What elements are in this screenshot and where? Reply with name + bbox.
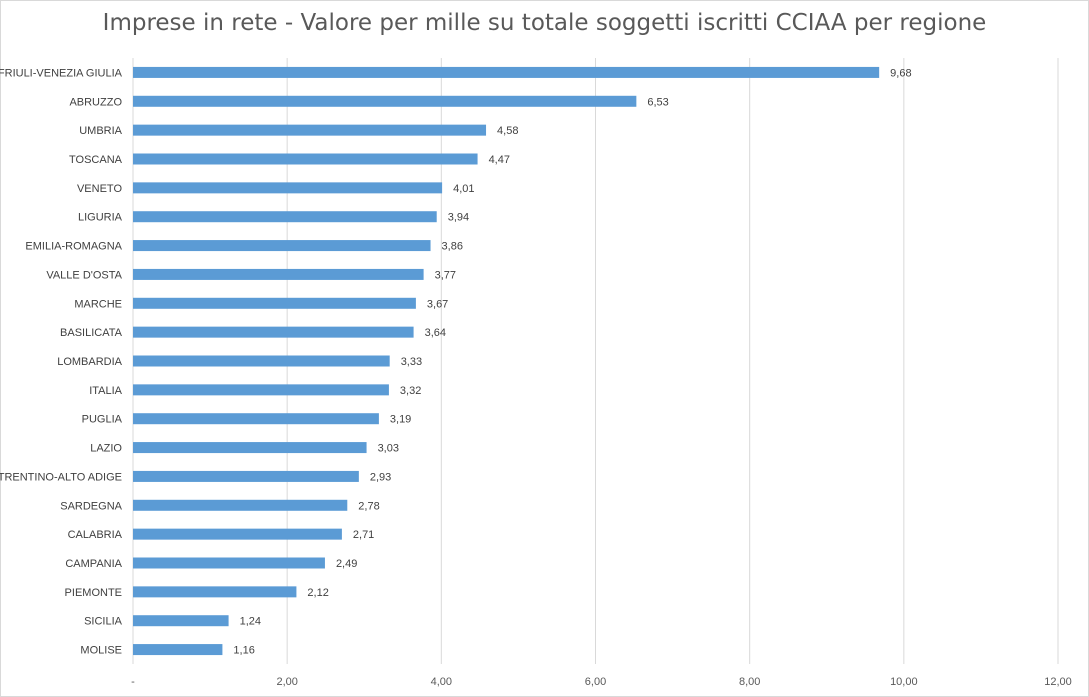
bar <box>133 268 424 280</box>
bar <box>133 95 637 107</box>
x-tick-label: 12,00 <box>1044 676 1072 688</box>
bar <box>133 297 416 309</box>
bar <box>133 182 443 194</box>
data-label: 2,93 <box>370 471 391 483</box>
x-tick-label: 6,00 <box>585 676 606 688</box>
category-label: TOSCANA <box>69 154 123 166</box>
category-label: SICILIA <box>84 616 123 628</box>
bar <box>133 153 478 165</box>
data-label: 3,94 <box>448 212 469 224</box>
data-label: 4,58 <box>497 125 518 137</box>
category-label: LIGURIA <box>78 212 123 224</box>
category-label: EMILIA-ROMAGNA <box>25 241 122 253</box>
data-label: 1,16 <box>233 645 254 657</box>
category-label: FRIULI-VENEZIA GIULIA <box>0 67 123 79</box>
x-tick-label: 8,00 <box>739 676 760 688</box>
bar <box>133 470 359 482</box>
bar <box>133 384 389 396</box>
data-label: 3,67 <box>427 298 448 310</box>
category-label: VALLE D'OSTA <box>46 269 122 281</box>
x-tick-label: 2,00 <box>276 676 297 688</box>
data-label: 4,01 <box>453 183 474 195</box>
data-label: 2,12 <box>307 587 328 599</box>
category-label: VENETO <box>77 183 122 195</box>
category-label: PIEMONTE <box>65 587 122 599</box>
category-label: CAMPANIA <box>65 558 122 570</box>
x-tick-label: - <box>131 676 135 688</box>
category-label: LOMBARDIA <box>57 356 122 368</box>
data-label: 4,47 <box>489 154 510 166</box>
category-label: BASILICATA <box>60 327 123 339</box>
x-tick-label: 10,00 <box>890 676 918 688</box>
category-label: TRENTINO-ALTO ADIGE <box>0 471 122 483</box>
data-label: 2,49 <box>336 558 357 570</box>
bar <box>133 124 487 136</box>
category-label: MOLISE <box>80 645 122 657</box>
bar <box>133 557 325 569</box>
bar <box>133 240 431 252</box>
bar <box>133 66 880 78</box>
data-label: 1,24 <box>240 616 261 628</box>
data-label: 3,03 <box>378 443 399 455</box>
data-label: 9,68 <box>890 67 911 79</box>
category-label: LAZIO <box>90 443 122 455</box>
bar <box>133 644 223 656</box>
data-label: 3,86 <box>442 241 463 253</box>
category-label: ABRUZZO <box>69 96 122 108</box>
chart-title: Imprese in rete - Valore per mille su to… <box>102 10 987 36</box>
data-label: 2,71 <box>353 529 374 541</box>
bar <box>133 211 437 223</box>
bar <box>133 615 229 627</box>
data-label: 6,53 <box>647 96 668 108</box>
category-label: ITALIA <box>89 385 122 397</box>
data-label: 2,78 <box>358 500 379 512</box>
category-label: UMBRIA <box>79 125 122 137</box>
x-tick-label: 4,00 <box>431 676 452 688</box>
data-label: 3,77 <box>435 269 456 281</box>
category-label: MARCHE <box>74 298 122 310</box>
bar <box>133 528 342 540</box>
bar <box>133 442 367 454</box>
bar <box>133 499 348 511</box>
category-label: CALABRIA <box>68 529 123 541</box>
bar <box>133 326 414 338</box>
data-label: 3,33 <box>401 356 422 368</box>
category-label: PUGLIA <box>82 414 123 426</box>
data-label: 3,32 <box>400 385 421 397</box>
data-label: 3,19 <box>390 414 411 426</box>
category-label: SARDEGNA <box>60 500 122 512</box>
bar <box>133 355 390 367</box>
bar <box>133 413 379 425</box>
data-label: 3,64 <box>425 327 446 339</box>
bar <box>133 586 297 598</box>
